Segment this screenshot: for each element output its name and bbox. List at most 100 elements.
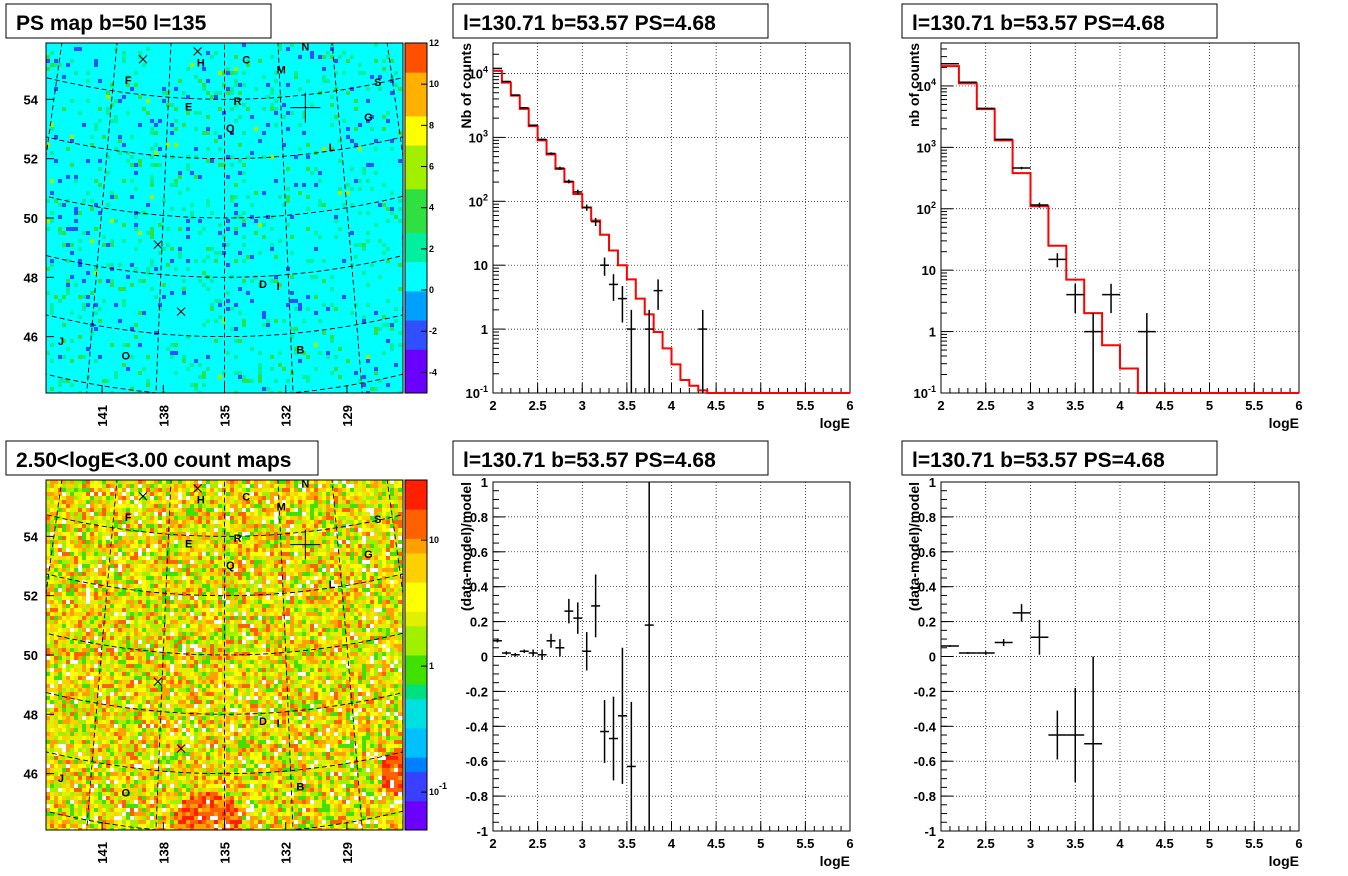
map-cell [238,572,242,576]
map-cell [386,640,390,644]
map-cell [226,600,230,604]
map-cell [138,636,142,640]
map-cell [194,532,198,536]
map-cell [114,512,118,516]
map-cell [122,588,126,592]
map-cell [306,307,310,311]
map-cell [110,103,114,107]
map-cell [214,624,218,628]
map-cell [222,524,226,528]
map-cell [146,636,150,640]
map-cell [162,592,166,596]
map-cell [246,524,250,528]
map-cell [58,632,62,636]
map-cell [94,179,98,183]
map-cell [374,516,378,520]
map-cell [362,608,366,612]
map-cell [290,484,294,488]
map-cell [274,99,278,103]
map-cell [398,484,402,488]
map-cell [386,247,390,251]
map-cell [78,604,82,608]
map-cell [86,231,90,235]
map-cell [398,391,402,393]
map-cell [326,636,330,640]
map-cell [386,383,390,387]
cross-marker [193,47,202,56]
map-cell [94,644,98,648]
map-cell [90,560,94,564]
map-cell [322,259,326,263]
map-cell [206,636,210,640]
map-cell [302,111,306,115]
map-cell [182,207,186,211]
map-cell [118,484,122,488]
map-cell [206,51,210,55]
map-cell [214,576,218,580]
map-cell [386,299,390,303]
map-cell [278,195,282,199]
map-cell [362,640,366,644]
map-cell [390,540,394,544]
map-cell [294,299,298,303]
map-cell [58,215,62,219]
map-cell [182,648,186,652]
map-cell [130,636,134,640]
map-cell [310,624,314,628]
map-cell [50,63,54,67]
map-cell [154,648,158,652]
map-cell [290,520,294,524]
map-cell [274,524,278,528]
map-cell [154,528,158,532]
map-cell [86,480,90,484]
map-cell [214,339,218,343]
map-cell [130,596,134,600]
map-cell [90,528,94,532]
map-cell [182,596,186,600]
map-cell [358,243,362,247]
map-cell [166,648,170,652]
map-cell [210,620,214,624]
map-cell [182,628,186,632]
map-cell [50,480,54,484]
map-cell [58,556,62,560]
map-cell [310,536,314,540]
map-cell [94,123,98,127]
map-cell [306,504,310,508]
map-cell [314,548,318,552]
map-cell [102,488,106,492]
map-cell [238,512,242,516]
map-cell [294,488,298,492]
map-cell [150,231,154,235]
map-cell [306,143,310,147]
map-cell [262,604,266,608]
map-cell [274,588,278,592]
map-cell [54,548,58,552]
map-cell [382,588,386,592]
map-cell [282,632,286,636]
map-cell [366,616,370,620]
map-cell [182,576,186,580]
map-cell [318,496,322,500]
map-cell [106,520,110,524]
map-cell [382,532,386,536]
map-cell [186,560,190,564]
map-cell [186,480,190,484]
map-cell [366,512,370,516]
map-cell [270,564,274,568]
map-cell [162,283,166,287]
map-cell [82,564,86,568]
map-cell [366,239,370,243]
map-cell [70,652,74,656]
map-cell [250,636,254,640]
map-cell [230,508,234,512]
map-cell [258,648,262,652]
map-cell [126,536,130,540]
map-cell [126,612,130,616]
map-cell [106,640,110,644]
map-cell [386,119,390,123]
map-cell [310,524,314,528]
map-cell [238,171,242,175]
map-cell [290,235,294,239]
map-cell [74,620,78,624]
